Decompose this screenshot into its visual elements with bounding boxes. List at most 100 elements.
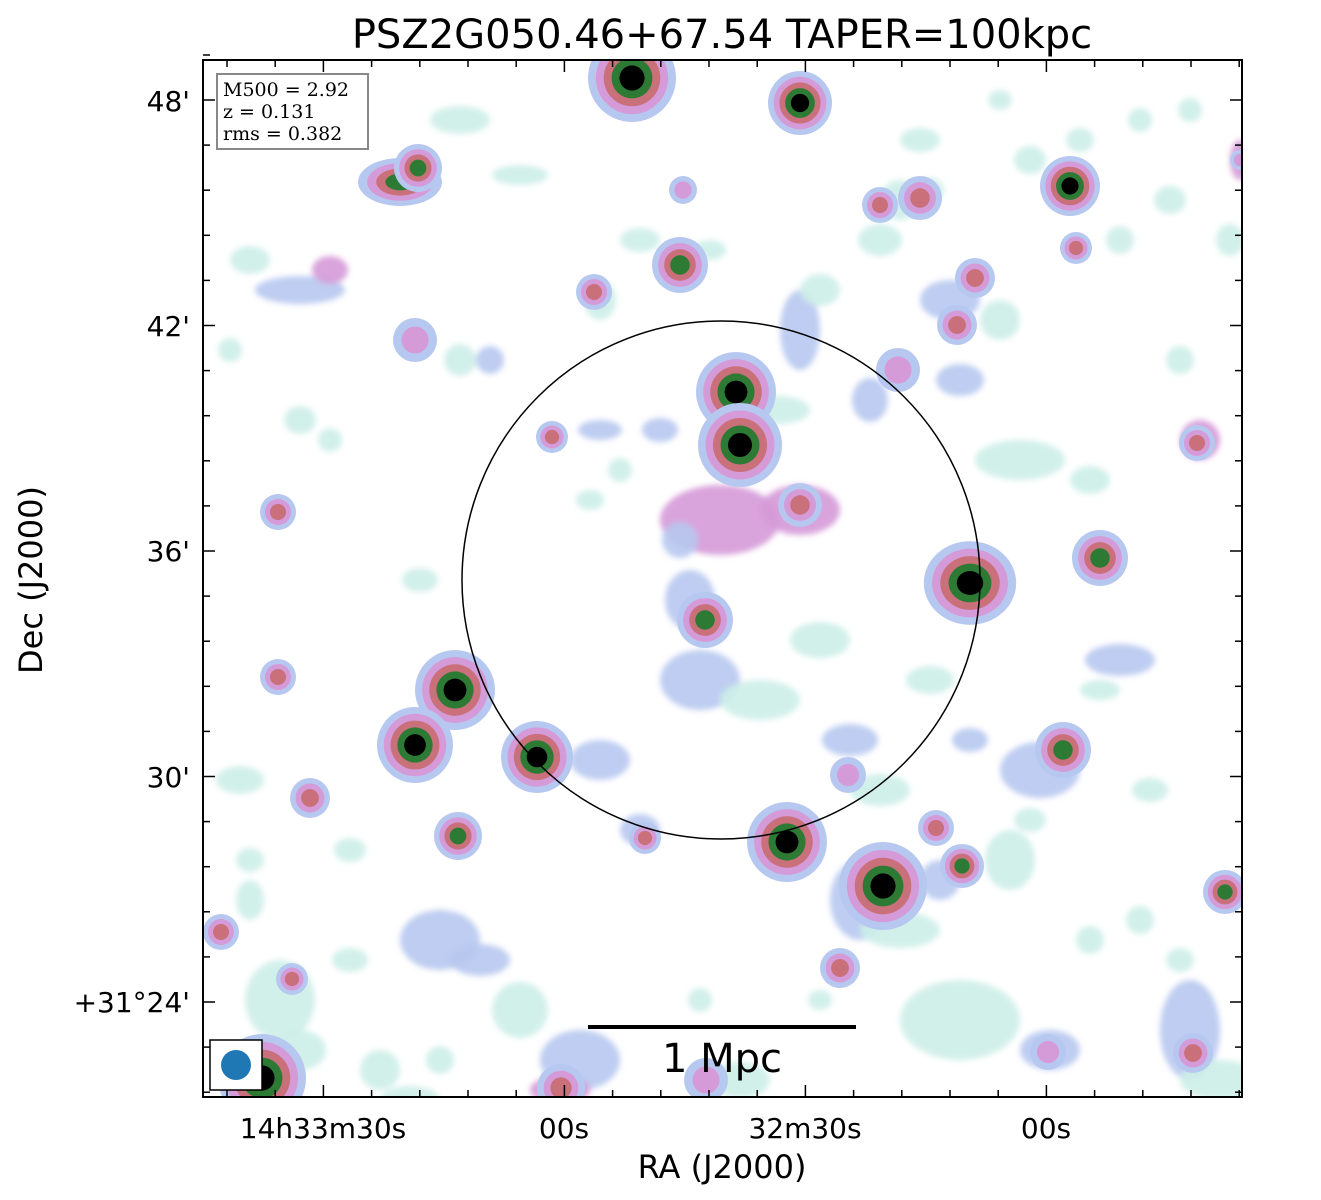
axis-ticks [203, 54, 1242, 1097]
source-contour [1061, 177, 1079, 195]
diffuse-patch [492, 165, 548, 185]
source-contour [1233, 153, 1242, 167]
diffuse-patch [1014, 808, 1046, 832]
radio-source [778, 483, 822, 527]
source-contour [695, 610, 715, 630]
x-tick-label: 32m30s [748, 1112, 861, 1145]
diffuse-patch [662, 522, 698, 558]
diffuse-patch [334, 838, 366, 862]
diffuse-patch [660, 650, 740, 710]
radio-source [937, 305, 977, 345]
radio-source [1030, 1034, 1066, 1070]
source-contour [619, 65, 645, 91]
source-contour [831, 959, 849, 977]
source-contour [954, 858, 970, 874]
diffuse-patch [492, 982, 548, 1038]
radio-source [1060, 232, 1092, 264]
diffuse-patch [236, 848, 264, 872]
source-contour [443, 678, 467, 702]
diffuse-patch [1126, 906, 1154, 934]
y-tick-label: +31°24' [74, 986, 190, 1019]
info-redshift: z = 0.131 [223, 101, 315, 123]
source-contour [401, 326, 429, 354]
diffuse-patch [1128, 108, 1152, 132]
radio-source [260, 659, 296, 695]
diffuse-patch [1132, 778, 1168, 802]
diffuse-patch [608, 458, 632, 482]
source-contour [1217, 884, 1233, 900]
diffuse-patch [312, 256, 348, 284]
diffuse-patch [1178, 98, 1202, 122]
source-contour [526, 746, 548, 768]
diffuse-patch [720, 680, 800, 720]
diffuse-patch [980, 300, 1020, 340]
diffuse-patch [218, 338, 242, 362]
info-box: M500 = 2.92 z = 0.131 rms = 0.382 [216, 73, 369, 150]
diffuse-patch [988, 90, 1012, 110]
radio-source [684, 1058, 728, 1097]
y-tick-label: 48' [147, 85, 190, 118]
radio-source [203, 914, 239, 950]
radio-source [918, 810, 954, 846]
radio-source [768, 71, 832, 135]
radio-source [698, 403, 782, 487]
diffuse-patch [576, 490, 604, 510]
diffuse-patch [284, 406, 316, 434]
diffuse-patch [800, 274, 840, 306]
diffuse-patch [318, 428, 342, 452]
diffuse-patch [1106, 226, 1134, 254]
diffuse-patch [906, 666, 954, 694]
radio-source [923, 541, 1017, 625]
diffuse-patch [900, 980, 1020, 1060]
beam-ellipse [221, 1050, 251, 1080]
diffuse-patch [255, 276, 345, 304]
diffuse-patch [216, 766, 264, 794]
diffuse-patch [688, 988, 712, 1012]
diffuse-patch [808, 990, 832, 1010]
radio-source [377, 707, 453, 783]
radio-source [955, 258, 995, 298]
y-tick-label: 36' [147, 535, 190, 568]
diffuse-patch [578, 420, 622, 440]
diffuse-patch [476, 346, 504, 374]
source-contour [270, 504, 286, 520]
source-contour [872, 197, 888, 213]
x-axis-label: RA (J2000) [638, 1148, 807, 1186]
diffuse-patch [1080, 680, 1120, 700]
radio-source [677, 592, 733, 648]
info-box-frame [216, 73, 369, 150]
radio-source [536, 421, 568, 453]
radio-source [1072, 530, 1128, 586]
source-contour [775, 830, 799, 854]
diffuse-patch [1154, 186, 1186, 214]
diffuse-patch [1066, 128, 1094, 152]
source-contour [213, 924, 229, 940]
radio-source [537, 1064, 585, 1097]
radio-source [1035, 722, 1091, 778]
radio-source [588, 60, 676, 122]
r500-circle [461, 320, 981, 840]
source-contour [404, 734, 426, 756]
source-contour [1090, 548, 1110, 568]
radio-source [415, 650, 495, 730]
diffuse-patch [1166, 346, 1194, 374]
diffuse-patch [426, 1046, 454, 1074]
source-contour [674, 181, 692, 199]
diffuse-patch [858, 224, 902, 256]
diffuse-patch [236, 880, 264, 920]
y-tick-label: 42' [147, 310, 190, 343]
diffuse-patch [900, 128, 940, 152]
radio-source [393, 318, 437, 362]
source-contour [270, 669, 286, 685]
diffuse-patch [332, 948, 368, 972]
source-contour [870, 873, 896, 899]
source-contour [948, 316, 966, 334]
diffuse-patch [360, 1050, 400, 1090]
source-contour [586, 284, 602, 300]
radio-source [394, 144, 442, 192]
source-contour [728, 433, 752, 457]
diffuse-patch [852, 378, 888, 422]
diffuse-patch [952, 728, 988, 752]
radio-source [862, 187, 898, 223]
